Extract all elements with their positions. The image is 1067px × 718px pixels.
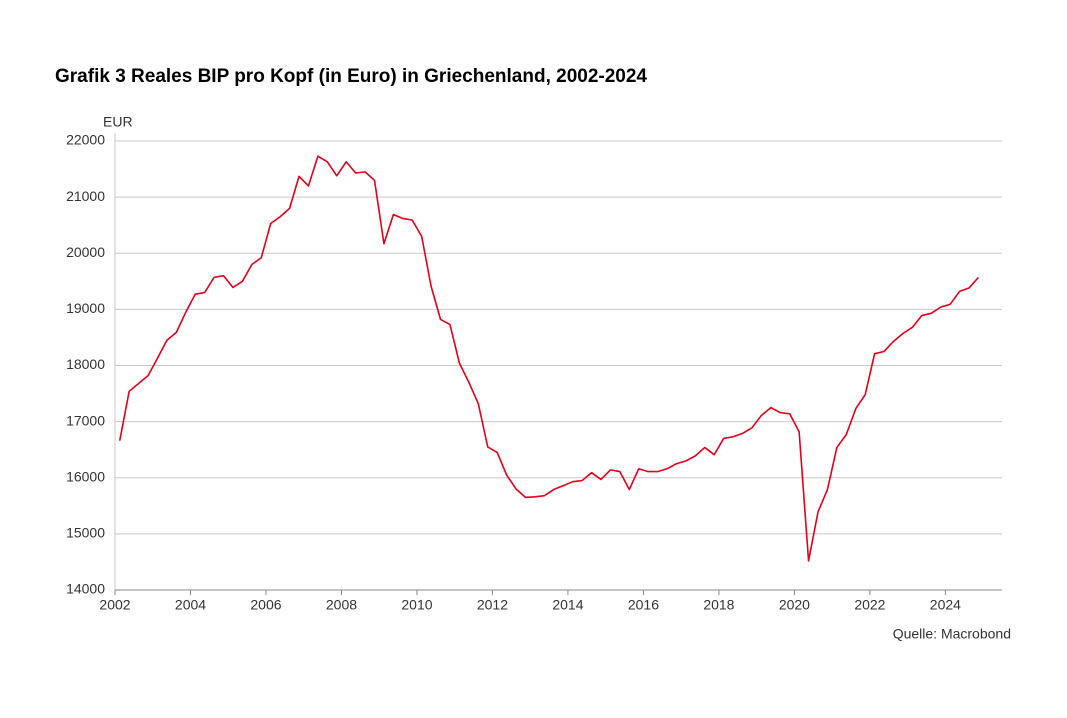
y-tick-label: 21000 (66, 188, 105, 204)
y-tick-label: 18000 (66, 356, 105, 372)
source-note: Quelle: Macrobond (893, 626, 1011, 642)
data-line (118, 155, 980, 562)
x-tick-label: 2012 (477, 597, 508, 613)
x-tick-label: 2002 (99, 597, 130, 613)
x-tick-label: 2004 (175, 597, 206, 613)
x-tick-label: 2018 (703, 597, 734, 613)
y-tick-label: 22000 (66, 132, 105, 148)
x-tick-label: 2022 (854, 597, 885, 613)
y-axis-unit: EUR (103, 114, 133, 130)
x-tick-label: 2020 (779, 597, 810, 613)
x-tick-label: 2014 (552, 597, 583, 613)
chart-title: Grafik 3 Reales BIP pro Kopf (in Euro) i… (55, 66, 647, 87)
y-tick-label: 17000 (66, 412, 105, 428)
y-tick-label: 20000 (66, 244, 105, 260)
y-tick-label: 19000 (66, 300, 105, 316)
x-tick-label: 2010 (401, 597, 432, 613)
x-tick-label: 2008 (326, 597, 357, 613)
x-tick-label: 2006 (250, 597, 281, 613)
y-tick-label: 14000 (66, 581, 105, 597)
y-tick-label: 16000 (66, 468, 105, 484)
x-tick-label: 2016 (628, 597, 659, 613)
x-tick-label: 2024 (930, 597, 961, 613)
y-tick-label: 15000 (66, 525, 105, 541)
